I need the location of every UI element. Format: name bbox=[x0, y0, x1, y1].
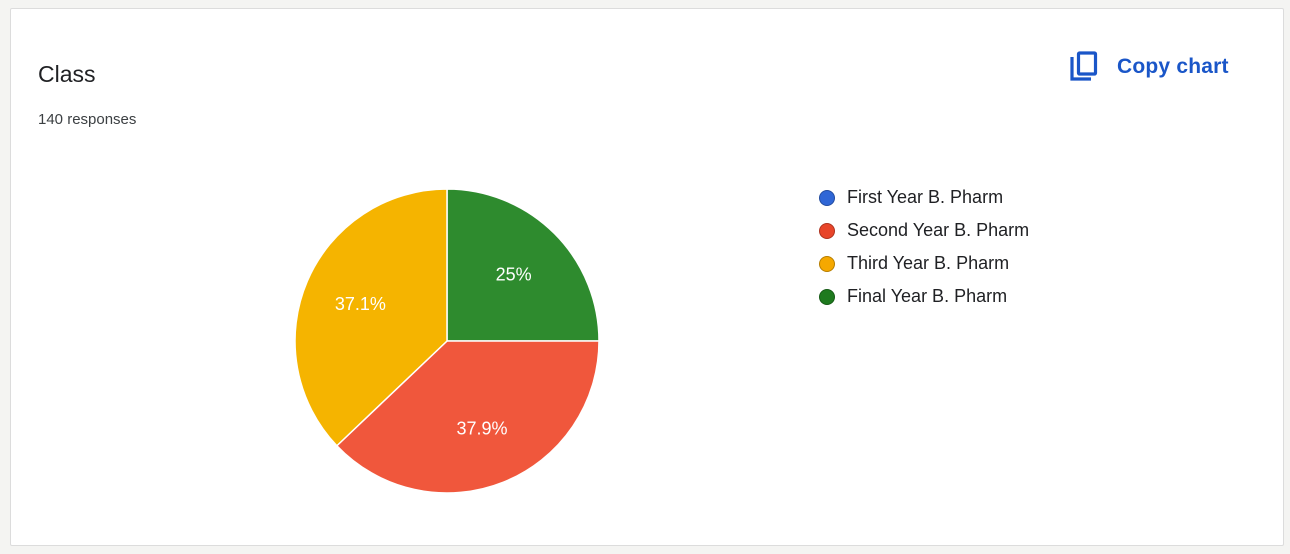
legend-label: First Year B. Pharm bbox=[847, 187, 1004, 207]
slice-percent-label: 37.1% bbox=[335, 294, 386, 314]
legend-label: Second Year B. Pharm bbox=[847, 220, 1030, 240]
slice-percent-label: 37.9% bbox=[456, 419, 507, 439]
legend-swatch bbox=[819, 288, 835, 305]
pie-slice[interactable] bbox=[446, 188, 600, 342]
slice-percent-label: 25% bbox=[496, 264, 532, 284]
legend-swatch bbox=[819, 189, 835, 206]
response-count: 140 responses bbox=[38, 111, 137, 128]
copy-chart-button[interactable]: Copy chart bbox=[1069, 47, 1229, 87]
pie-slice[interactable] bbox=[335, 340, 600, 494]
legend-label: Third Year B. Pharm bbox=[847, 253, 1010, 273]
legend-item-third-year[interactable]: Third Year B. Pharm bbox=[819, 247, 1029, 280]
pie-chart: 25% 37.9% 37.1% bbox=[294, 188, 600, 494]
chart-card: Class 140 responses Copy chart 25% 37.9% 3… bbox=[10, 8, 1284, 546]
legend-item-second-year[interactable]: Second Year B. Pharm bbox=[819, 214, 1029, 247]
chart-title: Class bbox=[38, 61, 96, 87]
copy-chart-label: Copy chart bbox=[1117, 55, 1229, 78]
legend-item-final-year[interactable]: Final Year B. Pharm bbox=[819, 280, 1029, 313]
copy-icon bbox=[1069, 51, 1099, 83]
pie-slice[interactable] bbox=[294, 188, 448, 447]
legend-swatch bbox=[819, 222, 835, 239]
legend-label: Final Year B. Pharm bbox=[847, 286, 1008, 306]
chart-legend: First Year B. Pharm Second Year B. Pharm… bbox=[819, 181, 1029, 313]
legend-item-first-year[interactable]: First Year B. Pharm bbox=[819, 181, 1029, 214]
legend-swatch bbox=[819, 255, 835, 272]
